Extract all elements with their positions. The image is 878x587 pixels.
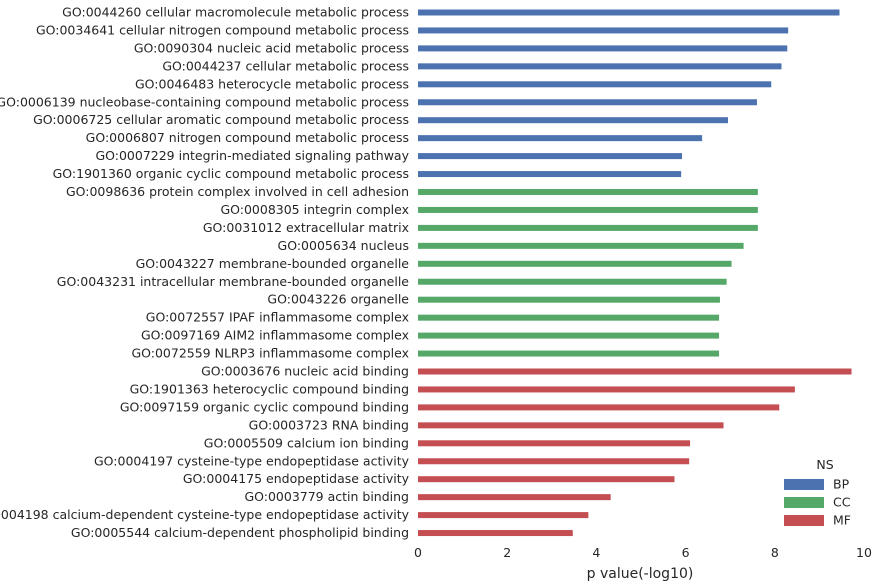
category-labels-group: GO:0044260 cellular macromolecule metabo… [0,5,410,541]
category-label: GO:0008305 integrin complex [220,202,409,217]
bar-bp [418,9,840,16]
legend-entries: BP CC MF [784,477,851,528]
category-label: GO:0034641 cellular nitrogen compound me… [36,22,409,37]
bar-cc [418,224,758,231]
bar-cc [418,332,720,339]
legend-label-cc: CC [833,495,851,510]
category-label: GO:1901360 organic cyclic compound metab… [53,166,409,181]
bar-mf [418,494,611,501]
category-label: GO:0005634 nucleus [278,238,409,253]
x-tick-label: 0 [414,545,422,560]
bar-bp [418,171,682,178]
category-label: GO:0003723 RNA binding [249,417,409,432]
category-label: GO:0004197 cysteine-type endopeptidase a… [94,453,410,468]
category-label: GO:0044237 cellular metabolic process [162,58,409,73]
legend-label-bp: BP [833,477,850,492]
legend-swatch-bp [784,479,824,490]
bars-group [418,9,852,537]
x-tick-label: 8 [771,545,779,560]
category-label: GO:0072557 IPAF inflammasome complex [146,310,409,325]
bar-mf [418,404,780,411]
category-label: GO:0005544 calcium-dependent phospholipi… [71,525,409,540]
category-label: GO:0072559 NLRP3 inflammasome complex [131,346,409,361]
category-label: GO:0005509 calcium ion binding [204,435,409,450]
bar-cc [418,189,758,195]
bar-cc [418,350,720,357]
bar-mf [418,530,573,537]
x-tick-label: 10 [856,545,872,560]
category-label: GO:0098636 protein complex involved in c… [66,184,409,199]
legend-title: NS [816,457,833,472]
category-label: GO:0097169 AIM2 inflammasome complex [141,328,409,343]
category-label: GO:0003779 actin binding [244,489,409,504]
category-label: GO:0003676 nucleic acid binding [201,364,409,379]
bar-mf [418,368,852,375]
bar-cc [418,296,720,303]
x-tick-label: 2 [503,545,511,560]
category-label: GO:0043226 organelle [267,292,409,307]
category-label: GO:0044260 cellular macromolecule metabo… [62,5,409,20]
category-label: GO:0006807 nitrogen compound metabolic p… [86,130,409,145]
bar-bp [418,117,728,124]
bar-cc [418,206,758,213]
category-label: GO:0006725 cellular aromatic compound me… [33,112,409,127]
bar-bp [418,45,788,52]
category-label: GO:0004175 endopeptidase activity [183,471,410,486]
legend-swatch-mf [784,515,824,526]
category-label: GO:0004198 calcium-dependent cysteine-ty… [0,507,410,522]
bar-mf [418,458,690,465]
category-label: GO:1901363 heterocyclic compound binding [130,381,409,396]
x-axis-label: p value(-log10) [587,566,694,582]
category-label: GO:0043231 intracellular membrane-bounde… [57,274,410,289]
bar-bp [418,99,757,106]
category-label: GO:0007229 integrin-mediated signaling p… [95,148,409,163]
bar-mf [418,386,795,393]
bar-bp [418,135,703,142]
bar-cc [418,242,744,249]
legend-label-mf: MF [833,513,851,528]
legend-swatch-cc [784,497,824,508]
bar-cc [418,314,720,321]
category-label: GO:0006139 nucleobase-containing compoun… [0,94,409,109]
category-label: GO:0031012 extracellular matrix [203,220,409,235]
x-tick-label: 4 [592,545,600,560]
bar-bp [418,63,782,70]
legend: NS BP CC MF [784,457,851,528]
bar-mf [418,476,675,483]
x-tick-label: 6 [682,545,690,560]
category-label: GO:0090304 nucleic acid metabolic proces… [134,40,409,55]
x-tick-labels-group: 0 2 4 6 8 10 [414,545,872,560]
bar-bp [418,81,772,88]
bar-mf [418,440,691,447]
category-label: GO:0043227 membrane-bounded organelle [136,256,410,271]
category-label: GO:0046483 heterocycle metabolic process [135,76,409,91]
category-label: GO:0097159 organic cyclic compound bindi… [120,399,409,414]
bar-cc [418,260,732,267]
bar-bp [418,153,683,160]
bar-mf [418,512,589,519]
bar-cc [418,278,727,285]
bar-mf [418,422,724,429]
bar-bp [418,27,789,34]
